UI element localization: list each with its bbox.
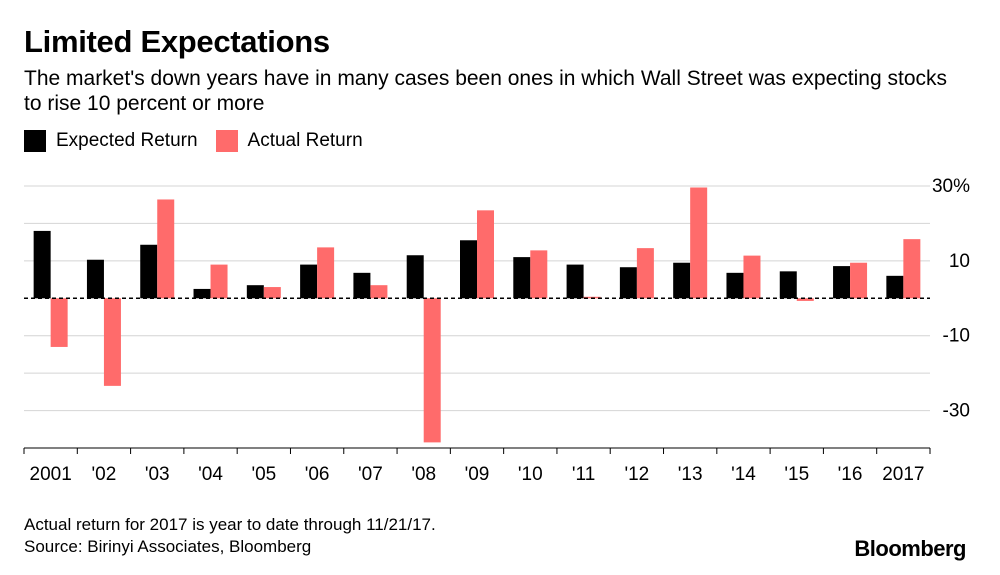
bar-actual-return (690, 187, 708, 299)
bar-actual-return (903, 239, 921, 299)
bar-expected-return (86, 259, 104, 299)
x-tick-label: '04 (198, 464, 223, 485)
bar-expected-return (566, 264, 584, 299)
y-tick-label: 30% (932, 176, 970, 197)
x-tick-label: '06 (305, 464, 330, 485)
bar-expected-return (406, 255, 424, 299)
bar-expected-return (833, 266, 851, 299)
x-tick-label: 2001 (30, 464, 72, 485)
x-tick-label: '03 (145, 464, 170, 485)
legend-label-actual: Actual Return (247, 130, 363, 151)
x-tick-label: '07 (358, 464, 383, 485)
legend: Expected Return Actual Return (24, 130, 381, 152)
bar-actual-return (636, 248, 654, 299)
y-tick-label: -30 (943, 401, 970, 422)
source-note: Source: Birinyi Associates, Bloomberg (24, 537, 312, 556)
bar-expected-return (193, 288, 211, 299)
x-tick-label: '15 (784, 464, 809, 485)
footnote: Actual return for 2017 is year to date t… (24, 515, 436, 534)
y-tick-label: -10 (943, 326, 970, 347)
x-tick-label: '08 (411, 464, 436, 485)
legend-item-expected: Expected Return (24, 130, 198, 152)
bar-actual-return (263, 287, 281, 299)
bar-actual-return (796, 298, 814, 301)
bar-actual-return (530, 250, 548, 299)
bar-actual-return (743, 255, 761, 299)
x-tick-label: '05 (251, 464, 276, 485)
bar-expected-return (460, 240, 477, 299)
bar-expected-return (353, 272, 371, 299)
chart-title: Limited Expectations (24, 24, 330, 59)
bar-expected-return (246, 285, 264, 299)
legend-swatch-actual (215, 130, 238, 152)
x-tick-label: '16 (838, 464, 863, 485)
bar-expected-return (619, 267, 637, 299)
bar-expected-return (886, 275, 904, 299)
bar-expected-return (33, 230, 51, 299)
bar-expected-return (673, 262, 691, 299)
x-tick-label: '10 (518, 464, 543, 485)
chart-subtitle: The market's down years have in many cas… (24, 67, 947, 115)
bar-actual-return (477, 210, 494, 299)
x-tick-label: '09 (465, 464, 490, 485)
bar-actual-return (157, 199, 175, 299)
bar-actual-return (210, 264, 228, 299)
x-tick-label: '11 (572, 464, 595, 485)
bloomberg-logo: Bloomberg (854, 536, 966, 561)
bar-actual-return (423, 298, 441, 443)
bar-actual-return (103, 298, 121, 386)
x-tick-label: '02 (92, 464, 117, 485)
x-tick-label: '14 (731, 464, 756, 485)
bar-actual-return (370, 285, 388, 299)
bar-expected-return (726, 272, 744, 299)
chart-notes: Actual return for 2017 is year to date t… (24, 514, 436, 558)
bar-actual-return (50, 298, 68, 347)
bar-expected-return (140, 244, 158, 299)
bar-expected-return (513, 257, 531, 299)
legend-swatch-expected (24, 130, 46, 152)
y-tick-label: 10 (949, 251, 970, 272)
bar-expected-return (779, 271, 797, 299)
legend-item-actual: Actual Return (215, 130, 363, 152)
bar-actual-return (317, 247, 335, 299)
legend-label-expected: Expected Return (56, 130, 198, 151)
bar-actual-return (850, 262, 868, 299)
bar-expected-return (300, 264, 318, 299)
x-tick-label: 2017 (882, 464, 924, 485)
x-tick-label: '13 (678, 464, 703, 485)
x-tick-label: '12 (624, 464, 649, 485)
